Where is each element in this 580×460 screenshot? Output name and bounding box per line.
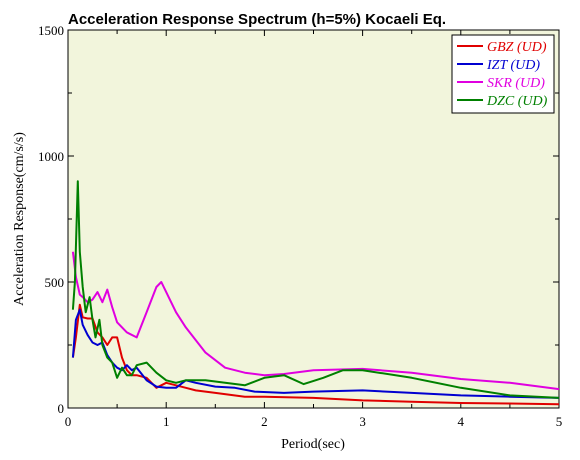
legend-label: SKR (UD) — [487, 76, 545, 91]
chart-title: Acceleration Response Spectrum (h=5%) Ko… — [68, 11, 446, 28]
y-tick-label: 1000 — [38, 149, 64, 164]
y-tick-label: 1500 — [38, 23, 64, 38]
legend-label: IZT (UD) — [486, 58, 540, 73]
y-tick-labels: 0 500 1000 1500 — [38, 23, 64, 416]
series-lines — [71, 180, 560, 406]
legend-label: DZC (UD) — [486, 94, 548, 109]
legend: GBZ (UD) IZT (UD) SKR (UD) DZC (UD) — [451, 34, 555, 114]
x-tick-label: 4 — [458, 414, 465, 429]
x-tick-label: 5 — [556, 414, 563, 429]
x-tick-label: 3 — [359, 414, 366, 429]
x-tick-labels: 0 1 2 3 4 5 — [65, 414, 563, 429]
x-tick-label: 1 — [163, 414, 170, 429]
series-line-izt — [71, 308, 560, 399]
legend-label: GBZ (UD) — [487, 40, 547, 55]
x-axis-label: Period(sec) — [281, 437, 345, 452]
series-line-dzc — [71, 180, 560, 399]
y-axis-label: Acceleration Response(cm/s/s) — [12, 132, 27, 306]
tick-marks — [67, 29, 560, 409]
y-tick-label: 0 — [58, 401, 65, 416]
y-tick-label: 500 — [45, 275, 65, 290]
x-tick-label: 0 — [65, 414, 72, 429]
series-line-skr — [71, 251, 560, 391]
x-tick-label: 2 — [261, 414, 268, 429]
